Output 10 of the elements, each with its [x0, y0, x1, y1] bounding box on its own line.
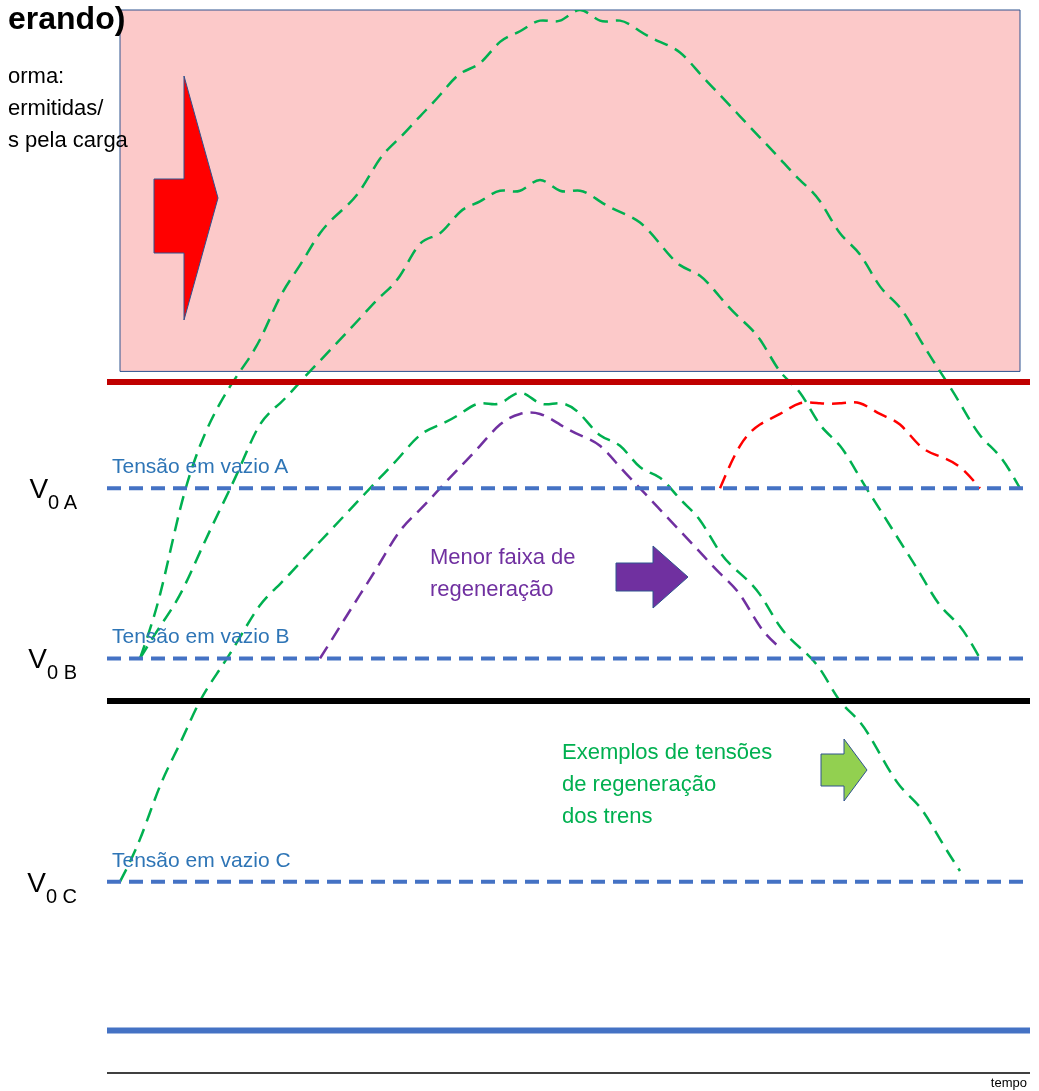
ref-line-label: V$_{0 C}$: [27, 866, 77, 907]
ref-line-label: V$_{0 B}$: [28, 643, 77, 684]
ref-line-label: V$_{0 A}$: [29, 473, 78, 514]
annotation: Tensão em vazio C: [112, 847, 291, 872]
annotation: Tensão em vazio A: [112, 454, 289, 479]
annotation: orma: ermitidas/ s pela carga: [8, 62, 128, 154]
annotation: Exemplos de tensões de regeneração dos trens: [562, 738, 773, 830]
annotation: Menor faixa de regeneração: [430, 543, 576, 603]
chart-title: erando): [8, 0, 126, 37]
x-axis-title: tempo: [990, 1075, 1027, 1090]
